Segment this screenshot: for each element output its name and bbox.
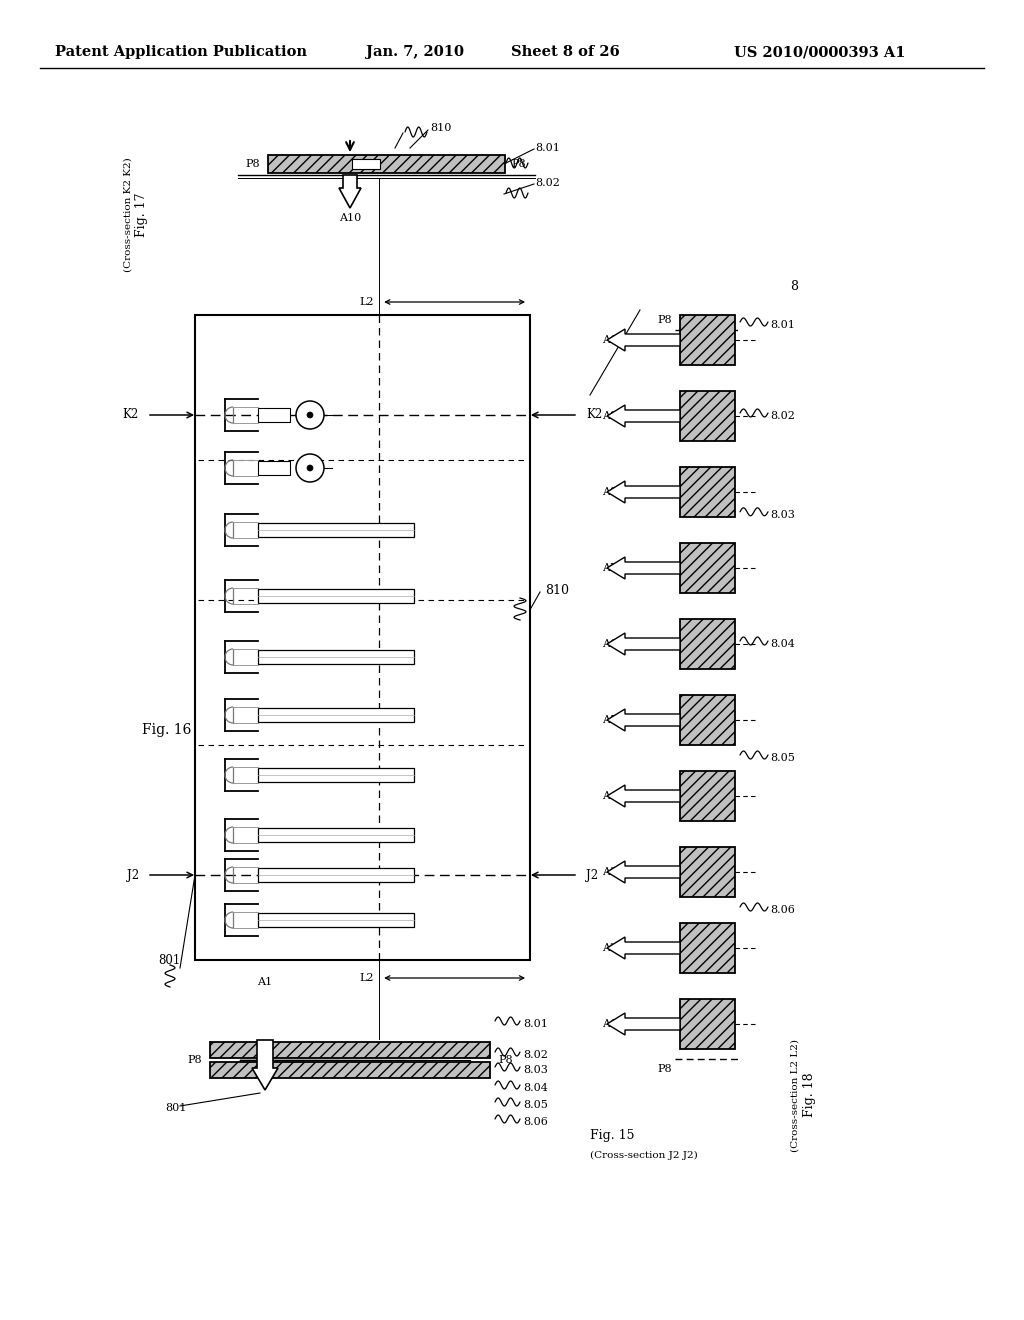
Text: A1: A1 bbox=[602, 1019, 617, 1030]
Text: US 2010/0000393 A1: US 2010/0000393 A1 bbox=[734, 45, 906, 59]
Text: 8.05: 8.05 bbox=[770, 752, 795, 763]
Bar bbox=[258, 649, 415, 664]
Text: Patent Application Publication: Patent Application Publication bbox=[55, 45, 307, 59]
Text: A3: A3 bbox=[602, 867, 617, 876]
Text: 8.01: 8.01 bbox=[523, 1019, 548, 1030]
Bar bbox=[680, 999, 735, 1049]
Text: P8: P8 bbox=[657, 315, 672, 325]
Bar bbox=[680, 847, 735, 898]
Text: P8: P8 bbox=[246, 158, 260, 169]
Circle shape bbox=[296, 454, 324, 482]
Text: 8.03: 8.03 bbox=[770, 510, 795, 520]
FancyArrow shape bbox=[607, 1012, 680, 1035]
Text: (Cross-section K2 K2): (Cross-section K2 K2) bbox=[124, 157, 132, 272]
Bar bbox=[210, 1041, 490, 1059]
Text: A8: A8 bbox=[602, 487, 617, 498]
Bar bbox=[258, 708, 415, 722]
Bar bbox=[352, 158, 380, 169]
FancyArrow shape bbox=[607, 937, 680, 960]
FancyArrow shape bbox=[339, 176, 361, 209]
Text: P8: P8 bbox=[511, 158, 525, 169]
FancyArrow shape bbox=[607, 557, 680, 579]
FancyArrow shape bbox=[607, 405, 680, 426]
Text: Fig. 17: Fig. 17 bbox=[135, 193, 148, 238]
Bar bbox=[680, 771, 735, 821]
Text: P8: P8 bbox=[657, 1064, 672, 1074]
Text: L2: L2 bbox=[359, 973, 374, 983]
FancyArrow shape bbox=[607, 861, 680, 883]
FancyArrow shape bbox=[607, 634, 680, 655]
Text: Fig. 16: Fig. 16 bbox=[142, 723, 191, 737]
Text: J2: J2 bbox=[586, 869, 598, 882]
Text: A10: A10 bbox=[602, 335, 625, 345]
Text: 8.01: 8.01 bbox=[535, 143, 560, 153]
Text: (Cross-section J2 J2): (Cross-section J2 J2) bbox=[590, 1151, 697, 1159]
Text: K2: K2 bbox=[123, 408, 139, 421]
Bar bbox=[680, 619, 735, 669]
Text: 8.02: 8.02 bbox=[770, 411, 795, 421]
Bar bbox=[258, 589, 415, 603]
Text: 8.02: 8.02 bbox=[535, 178, 560, 187]
Bar bbox=[258, 408, 290, 422]
Text: P8: P8 bbox=[498, 1055, 513, 1065]
Text: A9: A9 bbox=[602, 411, 617, 421]
Bar bbox=[680, 315, 735, 366]
Bar bbox=[680, 543, 735, 593]
Text: 810: 810 bbox=[545, 583, 569, 597]
FancyArrow shape bbox=[607, 709, 680, 731]
Text: A2: A2 bbox=[602, 942, 617, 953]
Bar bbox=[258, 523, 415, 537]
FancyArrow shape bbox=[607, 480, 680, 503]
Bar bbox=[680, 391, 735, 441]
Text: 8.01: 8.01 bbox=[770, 319, 795, 330]
Text: 810: 810 bbox=[430, 123, 452, 133]
Text: 8: 8 bbox=[790, 280, 798, 293]
Bar bbox=[268, 154, 505, 173]
Bar bbox=[680, 467, 735, 517]
FancyArrow shape bbox=[252, 1040, 278, 1090]
Text: A4: A4 bbox=[602, 791, 617, 801]
Bar bbox=[258, 461, 290, 475]
Text: A7: A7 bbox=[602, 564, 617, 573]
Bar bbox=[258, 869, 415, 882]
Text: 8.04: 8.04 bbox=[523, 1082, 548, 1093]
Text: 801: 801 bbox=[165, 1104, 186, 1113]
Text: L2: L2 bbox=[359, 297, 374, 308]
Bar bbox=[210, 1063, 490, 1078]
Bar bbox=[258, 828, 415, 842]
Text: (Cross-section L2 L2): (Cross-section L2 L2) bbox=[791, 1039, 800, 1151]
Text: 801: 801 bbox=[158, 953, 180, 966]
FancyArrow shape bbox=[607, 785, 680, 807]
Text: 8.04: 8.04 bbox=[770, 639, 795, 649]
FancyArrow shape bbox=[607, 329, 680, 351]
Text: Fig. 18: Fig. 18 bbox=[804, 1073, 816, 1117]
Text: 8.06: 8.06 bbox=[523, 1117, 548, 1127]
Bar bbox=[680, 696, 735, 744]
Text: 8.06: 8.06 bbox=[770, 906, 795, 915]
Circle shape bbox=[307, 412, 313, 418]
Text: 8.05: 8.05 bbox=[523, 1100, 548, 1110]
Bar bbox=[195, 315, 530, 960]
Text: Sheet 8 of 26: Sheet 8 of 26 bbox=[511, 45, 620, 59]
Text: P8: P8 bbox=[187, 1055, 202, 1065]
Text: K2: K2 bbox=[586, 408, 602, 421]
Circle shape bbox=[296, 401, 324, 429]
Text: A1: A1 bbox=[257, 977, 272, 987]
Bar bbox=[680, 923, 735, 973]
Text: 8.03: 8.03 bbox=[523, 1065, 548, 1074]
Text: A5: A5 bbox=[602, 715, 617, 725]
Text: J2: J2 bbox=[127, 869, 139, 882]
Bar bbox=[258, 768, 415, 781]
Circle shape bbox=[307, 465, 313, 471]
Bar bbox=[258, 913, 415, 927]
Text: Jan. 7, 2010: Jan. 7, 2010 bbox=[366, 45, 464, 59]
Text: 8.02: 8.02 bbox=[523, 1049, 548, 1060]
Text: A10: A10 bbox=[339, 213, 361, 223]
Text: Fig. 15: Fig. 15 bbox=[590, 1129, 635, 1142]
Text: A6: A6 bbox=[602, 639, 617, 649]
